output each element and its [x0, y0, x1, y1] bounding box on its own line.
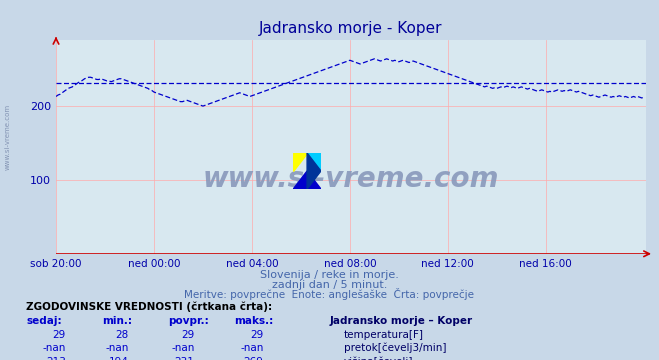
Text: -nan: -nan [171, 343, 194, 354]
Text: -nan: -nan [43, 343, 66, 354]
Text: 269: 269 [244, 357, 264, 360]
Text: 213: 213 [46, 357, 66, 360]
Text: 29: 29 [181, 330, 194, 340]
Polygon shape [307, 153, 321, 171]
Text: 29: 29 [53, 330, 66, 340]
Text: 194: 194 [109, 357, 129, 360]
Text: www.si-vreme.com: www.si-vreme.com [5, 104, 11, 170]
Text: Meritve: povprečne  Enote: anglešaške  Črta: povprečje: Meritve: povprečne Enote: anglešaške Črt… [185, 288, 474, 300]
Text: www.si-vreme.com: www.si-vreme.com [203, 165, 499, 193]
Text: 231: 231 [175, 357, 194, 360]
Text: -nan: -nan [105, 343, 129, 354]
Text: 28: 28 [115, 330, 129, 340]
Text: temperatura[F]: temperatura[F] [344, 330, 424, 340]
Text: min.:: min.: [102, 316, 132, 326]
Text: pretok[čevelj3/min]: pretok[čevelj3/min] [344, 343, 447, 354]
Text: višina[čevelj]: višina[čevelj] [344, 356, 413, 360]
Text: povpr.:: povpr.: [168, 316, 209, 326]
Text: sedaj:: sedaj: [26, 316, 62, 326]
Text: ZGODOVINSKE VREDNOSTI (črtkana črta):: ZGODOVINSKE VREDNOSTI (črtkana črta): [26, 302, 272, 312]
Text: zadnji dan / 5 minut.: zadnji dan / 5 minut. [272, 280, 387, 290]
Polygon shape [293, 171, 321, 189]
Text: maks.:: maks.: [234, 316, 273, 326]
Polygon shape [293, 153, 307, 171]
Text: -nan: -nan [241, 343, 264, 354]
Polygon shape [307, 153, 321, 189]
Title: Jadransko morje - Koper: Jadransko morje - Koper [259, 21, 443, 36]
Text: Jadransko morje – Koper: Jadransko morje – Koper [330, 316, 473, 326]
Text: Slovenija / reke in morje.: Slovenija / reke in morje. [260, 270, 399, 280]
Text: 29: 29 [250, 330, 264, 340]
